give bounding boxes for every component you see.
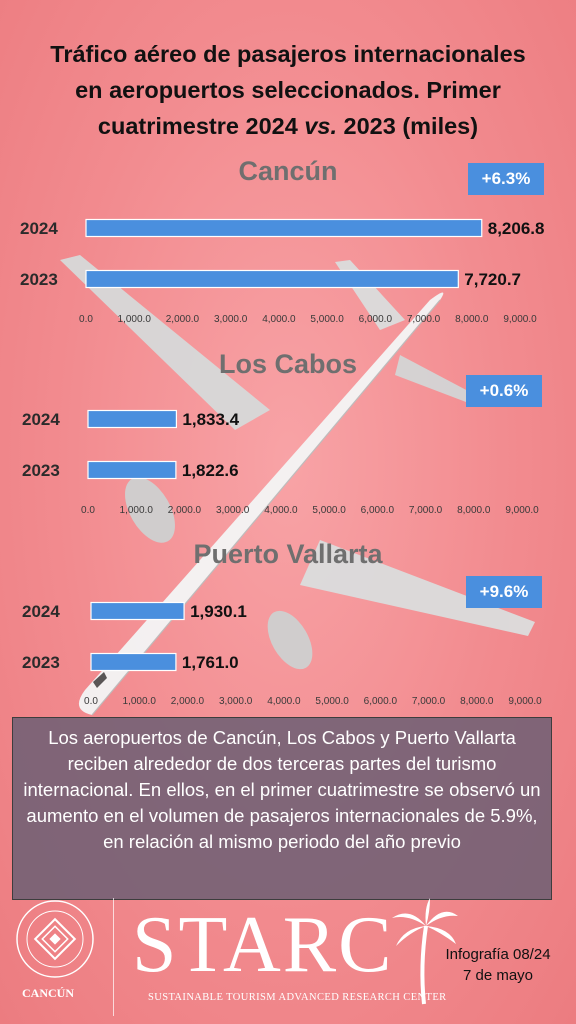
x-tick-label: 3,000.0	[214, 314, 248, 325]
x-tick-label: 1,000.0	[120, 505, 154, 516]
bar	[85, 269, 459, 289]
title-line-2: en aeropuertos seleccionados. Primer	[75, 77, 501, 103]
x-tick-label: 9,000.0	[505, 505, 539, 516]
palm-tree-icon	[392, 898, 458, 1005]
infographic-date: 7 de mayo	[462, 967, 534, 984]
chart-title-los-cabos: Los Cabos	[218, 349, 358, 379]
bar-category-label: 2023	[22, 461, 60, 480]
x-tick-label: 9,000.0	[503, 314, 537, 325]
x-tick-label: 5,000.0	[310, 314, 344, 325]
x-tick-label: 6,000.0	[361, 505, 395, 516]
university-campus-name: CANCÚN	[22, 986, 74, 1000]
x-tick-label: 7,000.0	[407, 314, 441, 325]
bar-chart-los-cabos: 2024 1,833.4 2023 1,822.6 0.0 1,000.0 2,000.0 3…	[22, 409, 539, 516]
bar-category-label: 2024	[22, 410, 60, 429]
bar-value-label: 1,761.0	[182, 653, 239, 672]
x-tick-label: 8,000.0	[455, 314, 489, 325]
bar	[90, 601, 185, 621]
x-tick-label: 5,000.0	[315, 696, 349, 707]
bar-chart-cancun: 2024 8,206.8 2023 7,720.7 0.0 1,000.0 2,000.0 3…	[20, 218, 545, 325]
x-tick-label: 3,000.0	[219, 696, 253, 707]
x-tick-label: 2,000.0	[168, 505, 202, 516]
x-tick-label: 0.0	[81, 505, 95, 516]
bar-category-label: 2024	[20, 219, 58, 238]
x-tick-label: 2,000.0	[166, 314, 200, 325]
x-tick-label: 4,000.0	[264, 505, 298, 516]
x-tick-label: 7,000.0	[412, 696, 446, 707]
footer-divider	[113, 898, 114, 1016]
x-tick-label: 0.0	[84, 696, 98, 707]
bar-category-label: 2023	[22, 653, 60, 672]
bar	[87, 409, 178, 429]
x-tick-label: 9,000.0	[508, 696, 542, 707]
chart-los-cabos: Los Cabos +0.6% 2024 1,833.4 2023 1,822.6 0.…	[0, 345, 576, 530]
x-tick-label: 5,000.0	[312, 505, 346, 516]
x-tick-label: 6,000.0	[364, 696, 398, 707]
x-tick-label: 1,000.0	[123, 696, 157, 707]
bar-category-label: 2023	[20, 270, 58, 289]
bar	[87, 460, 177, 480]
growth-badge-los-cabos: +0.6%	[466, 375, 542, 407]
bar-value-label: 1,822.6	[182, 461, 239, 480]
x-tick-label: 2,000.0	[171, 696, 205, 707]
starc-logo-subtitle: SUSTAINABLE TOURISM ADVANCED RESEARCH CE…	[148, 992, 447, 1003]
anahuac-university-logo	[16, 900, 94, 978]
bar-value-label: 8,206.8	[488, 219, 545, 238]
infographic-label: Infografía 08/24	[445, 946, 551, 963]
infographic-info: Infografía 08/24 7 de mayo	[428, 944, 568, 986]
x-tick-label: 1,000.0	[118, 314, 152, 325]
bar-category-label: 2024	[22, 602, 60, 621]
x-tick-label: 0.0	[79, 314, 93, 325]
bar-chart-puerto-vallarta: 2024 1,930.1 2023 1,761.0 0.0 1,000.0 2,000.0 3…	[22, 601, 542, 707]
summary-text: Los aeropuertos de Cancún, Los Cabos y P…	[12, 717, 552, 900]
x-tick-label: 7,000.0	[409, 505, 443, 516]
title-line-3: cuatrimestre 2024 vs. 2023 (miles)	[97, 113, 479, 139]
x-tick-label: 3,000.0	[216, 505, 250, 516]
bar-value-label: 7,720.7	[464, 270, 521, 289]
page-title: Tráfico aéreo de pasajeros internacional…	[0, 36, 576, 144]
growth-badge-puerto-vallarta: +9.6%	[466, 576, 542, 608]
title-line-1: Tráfico aéreo de pasajeros internacional…	[50, 41, 526, 67]
chart-title-cancun: Cancún	[238, 156, 338, 186]
x-tick-label: 4,000.0	[262, 314, 296, 325]
chart-puerto-vallarta: Puerto Vallarta +9.6% 2024 1,930.1 2023 1,7…	[0, 535, 576, 717]
bar-value-label: 1,930.1	[190, 602, 247, 621]
bar-value-label: 1,833.4	[182, 410, 239, 429]
chart-title-puerto-vallarta: Puerto Vallarta	[193, 539, 383, 569]
starc-logo-text: STARC	[132, 901, 394, 989]
footer: CANCÚN STARC SUSTAINABLE TOURISM ADVANCE…	[0, 890, 576, 1024]
bar	[90, 652, 177, 672]
x-tick-label: 6,000.0	[359, 314, 393, 325]
x-tick-label: 4,000.0	[267, 696, 301, 707]
bar	[85, 218, 483, 238]
chart-cancun: Cancún +6.3% 2024 8,206.8 2023 7,720.7 0.0 1,…	[0, 150, 576, 340]
x-tick-label: 8,000.0	[457, 505, 491, 516]
growth-badge-cancun: +6.3%	[468, 163, 544, 195]
x-tick-label: 8,000.0	[460, 696, 494, 707]
